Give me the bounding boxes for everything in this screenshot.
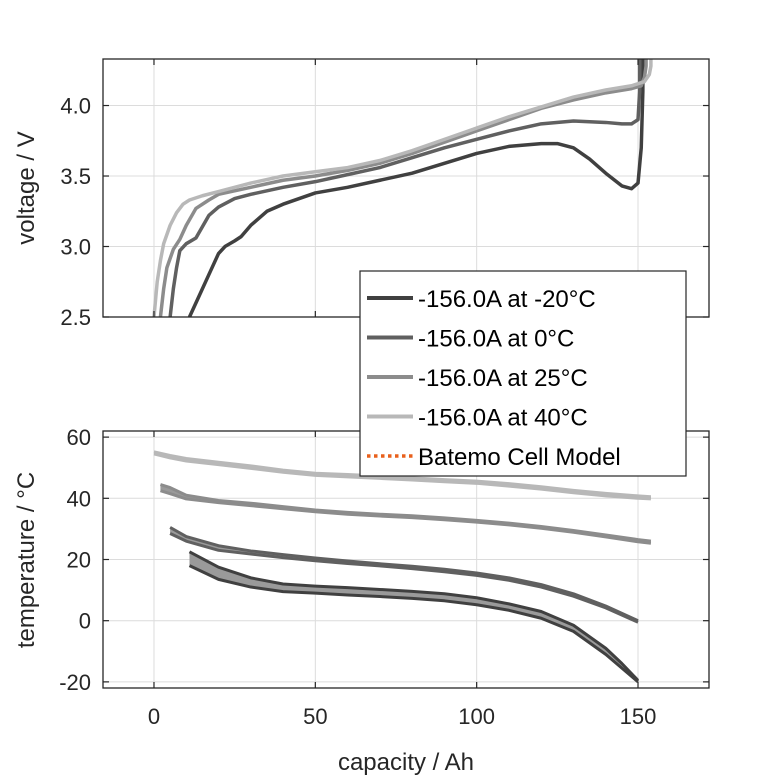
temperature-ticks: 0 50 100 150 -20 0 20 40 60 — [59, 425, 709, 729]
y-tick-label: 3.5 — [60, 164, 91, 189]
temperature-series — [153, 450, 652, 684]
legend-entry: -156.0A at 0°C — [367, 326, 574, 353]
legend-label: Batemo Cell Model — [418, 444, 621, 471]
voltage-series-156-0a-at-40-c — [152, 59, 653, 317]
y-tick-label: 3.0 — [60, 235, 91, 260]
legend-label: -156.0A at 0°C — [418, 326, 574, 353]
voltage-ylabel: voltage / V — [13, 131, 40, 244]
temperature-series-156-0a-at-20-c-lower — [188, 564, 639, 684]
legend-label: -156.0A at -20°C — [418, 286, 596, 313]
legend-label: -156.0A at 40°C — [418, 405, 588, 432]
temperature-series-156-0a-at-20-c-upper — [188, 550, 640, 682]
legend-entry: -156.0A at 40°C — [367, 405, 588, 432]
legend-box — [359, 270, 687, 477]
x-tick-label: 50 — [303, 704, 327, 729]
y-tick-label: -20 — [59, 670, 91, 695]
temperature-series-156-0a-at-40-c-upper — [153, 450, 652, 499]
legend-entry: Batemo Cell Model — [367, 444, 621, 471]
voltage-series-156-0a-at-20-c — [187, 59, 645, 317]
temperature-axes: 0 50 100 150 -20 0 20 40 60 temperature / °C cap… — [13, 425, 710, 776]
y-tick-label: 2.5 — [60, 305, 91, 330]
temperature-ylabel: temperature / °C — [13, 472, 40, 648]
x-tick-label: 0 — [148, 704, 160, 729]
temperature-series-156-0a-at-40-c-lower — [153, 452, 651, 501]
y-tick-label: 4.0 — [60, 94, 91, 119]
temperature-series-156-0a-at-0-c-lower — [169, 532, 639, 624]
x-tick-label: 100 — [458, 704, 495, 729]
y-tick-label: 60 — [67, 425, 91, 450]
voltage-series — [152, 59, 653, 317]
y-tick-label: 40 — [67, 486, 91, 511]
temperature-series-156-0a-at-25-c-lower — [159, 489, 652, 545]
voltage-series-156-0a-at-0-c — [168, 59, 642, 317]
capacity-xlabel: capacity / Ah — [338, 749, 474, 776]
temperature-series-156-0a-at-20-c-band — [189, 551, 639, 682]
legend-label: -156.0A at 25°C — [418, 365, 588, 392]
legend: -156.0A at -20°C -156.0A at 0°C -156.0A at… — [359, 270, 687, 477]
temperature-series-156-0a-at-0-c-upper — [169, 526, 639, 623]
legend-entry: -156.0A at 25°C — [367, 365, 588, 392]
temperature-series-156-0a-at-25-c-upper — [159, 483, 652, 543]
y-tick-label: 20 — [67, 548, 91, 573]
y-tick-label: 0 — [79, 609, 91, 634]
voltage-series-156-0a-at-25-c — [158, 59, 648, 317]
x-tick-label: 150 — [620, 704, 657, 729]
legend-entry: -156.0A at -20°C — [367, 286, 596, 313]
